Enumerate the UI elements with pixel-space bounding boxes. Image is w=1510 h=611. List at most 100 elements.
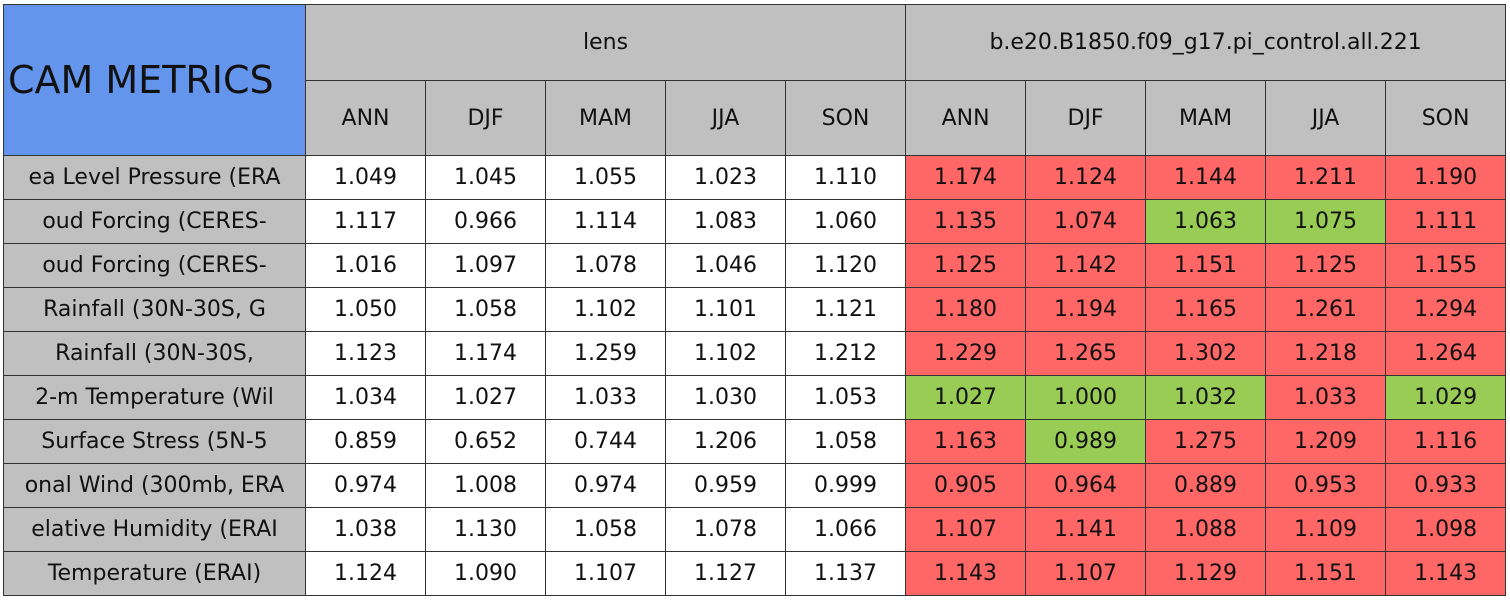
row-label: onal Wind (300mb, ERA (3, 463, 306, 508)
metric-cell: 1.102 (665, 331, 786, 376)
row-label: 2-m Temperature (Wil (3, 375, 306, 420)
row-label: Rainfall (30N-30S, G (3, 287, 306, 332)
metric-cell: 1.137 (784, 551, 907, 596)
metric-cell: 1.030 (665, 375, 786, 420)
metric-cell: 1.027 (425, 375, 546, 420)
data-row: ea Level Pressure (ERA 1.049 1.045 1.055 1.0… (3, 155, 1507, 200)
metric-cell: 0.744 (545, 419, 666, 464)
metric-cell: 1.174 (425, 331, 546, 376)
metric-cell: 1.143 (905, 551, 1027, 596)
row-label: Rainfall (30N-30S, (3, 331, 306, 376)
data-row: onal Wind (300mb, ERA 0.974 1.008 0.974 0.95… (3, 463, 1507, 508)
metric-cell: 1.060 (784, 199, 907, 244)
season-header: MAM (1145, 80, 1267, 156)
metric-cell: 1.151 (1265, 551, 1387, 596)
group-header: lens (304, 4, 907, 81)
metric-cell: 1.053 (784, 375, 907, 420)
metric-cell: 0.933 (1385, 463, 1507, 508)
metric-cell: 1.143 (1385, 551, 1507, 596)
season-header: SON (1385, 80, 1507, 156)
metric-cell: 0.989 (1025, 419, 1147, 464)
metric-cell: 1.038 (305, 507, 426, 552)
metric-cell: 1.129 (1145, 551, 1267, 596)
metric-cell: 0.974 (305, 463, 426, 508)
metric-cell: 1.107 (545, 551, 666, 596)
metric-cell: 1.259 (545, 331, 666, 376)
metric-cell: 1.212 (784, 331, 907, 376)
season-header: JJA (665, 80, 786, 156)
data-row: Surface Stress (5N-5 0.859 0.652 0.744 1.206… (3, 419, 1507, 464)
metric-cell: 1.033 (545, 375, 666, 420)
season-header: SON (784, 80, 907, 156)
metric-cell: 0.999 (784, 463, 907, 508)
data-row: Temperature (ERAI) 1.124 1.090 1.107 1.127 1.… (3, 551, 1507, 596)
metric-cell: 1.058 (545, 507, 666, 552)
metric-cell: 1.117 (305, 199, 426, 244)
metric-cell: 1.032 (1145, 375, 1267, 420)
season-header: JJA (1265, 80, 1387, 156)
metric-cell: 1.027 (905, 375, 1027, 420)
header-row: CAM METRICS lens b.e20.B1850.f09_g17.pi_co… (3, 4, 1507, 156)
metric-cell: 1.155 (1385, 243, 1507, 288)
row-label: oud Forcing (CERES- (3, 243, 306, 288)
metric-cell: 1.098 (1385, 507, 1507, 552)
metric-cell: 1.127 (665, 551, 786, 596)
metric-cell: 1.261 (1265, 287, 1387, 332)
group-header: b.e20.B1850.f09_g17.pi_control.all.221 (905, 4, 1507, 81)
metric-cell: 1.058 (425, 287, 546, 332)
season-header: ANN (305, 80, 426, 156)
metric-cell: 1.190 (1385, 155, 1507, 200)
metric-cell: 1.102 (545, 287, 666, 332)
metric-cell: 0.959 (665, 463, 786, 508)
season-header: ANN (905, 80, 1027, 156)
table-title: CAM METRICS (3, 4, 306, 156)
metric-cell: 1.194 (1025, 287, 1147, 332)
season-row: ANN DJF MAM JJA SON ANN DJF MAM JJA SON (4, 80, 1507, 156)
metric-cell: 1.218 (1265, 331, 1387, 376)
metric-cell: 1.090 (425, 551, 546, 596)
metric-cell: 1.097 (425, 243, 546, 288)
metric-cell: 1.209 (1265, 419, 1387, 464)
metric-cell: 1.142 (1025, 243, 1147, 288)
page: CAM METRICS lens b.e20.B1850.f09_g17.pi_co… (3, 4, 1507, 596)
metric-cell: 1.063 (1145, 199, 1267, 244)
metric-cell: 1.050 (305, 287, 426, 332)
metric-cell: 1.058 (784, 419, 907, 464)
metric-cell: 1.120 (784, 243, 907, 288)
metric-cell: 0.889 (1145, 463, 1267, 508)
metric-cell: 0.905 (905, 463, 1027, 508)
data-row: 2-m Temperature (Wil 1.034 1.027 1.033 1.030… (3, 375, 1507, 420)
metric-cell: 1.302 (1145, 331, 1267, 376)
metric-cell: 1.124 (1025, 155, 1147, 200)
metric-cell: 1.078 (545, 243, 666, 288)
metric-cell: 1.141 (1025, 507, 1147, 552)
metric-cell: 1.088 (1145, 507, 1267, 552)
season-header: MAM (545, 80, 666, 156)
metric-cell: 1.111 (1385, 199, 1507, 244)
metric-cell: 1.110 (784, 155, 907, 200)
data-row: oud Forcing (CERES- 1.117 0.966 1.114 1.083 1… (3, 199, 1507, 244)
metric-cell: 1.066 (784, 507, 907, 552)
row-label: ea Level Pressure (ERA (3, 155, 306, 200)
metric-cell: 1.109 (1265, 507, 1387, 552)
row-label: Surface Stress (5N-5 (3, 419, 306, 464)
metric-cell: 1.130 (425, 507, 546, 552)
metric-cell: 1.074 (1025, 199, 1147, 244)
metric-cell: 1.125 (1265, 243, 1387, 288)
metric-cell: 1.294 (1385, 287, 1507, 332)
metric-cell: 1.107 (905, 507, 1027, 552)
metric-cell: 1.144 (1145, 155, 1267, 200)
data-row: Rainfall (30N-30S, 1.123 1.174 1.259 1.102 1.… (3, 331, 1507, 376)
metric-cell: 1.029 (1385, 375, 1507, 420)
metric-cell: 1.114 (545, 199, 666, 244)
metric-cell: 1.123 (305, 331, 426, 376)
data-row: Rainfall (30N-30S, G 1.050 1.058 1.102 1.101… (3, 287, 1507, 332)
metric-cell: 1.121 (784, 287, 907, 332)
metric-cell: 1.163 (905, 419, 1027, 464)
season-header: DJF (1025, 80, 1147, 156)
metric-cell: 0.859 (305, 419, 426, 464)
metric-cell: 1.275 (1145, 419, 1267, 464)
metric-cell: 1.174 (905, 155, 1027, 200)
metric-cell: 1.034 (305, 375, 426, 420)
metric-cell: 1.265 (1025, 331, 1147, 376)
